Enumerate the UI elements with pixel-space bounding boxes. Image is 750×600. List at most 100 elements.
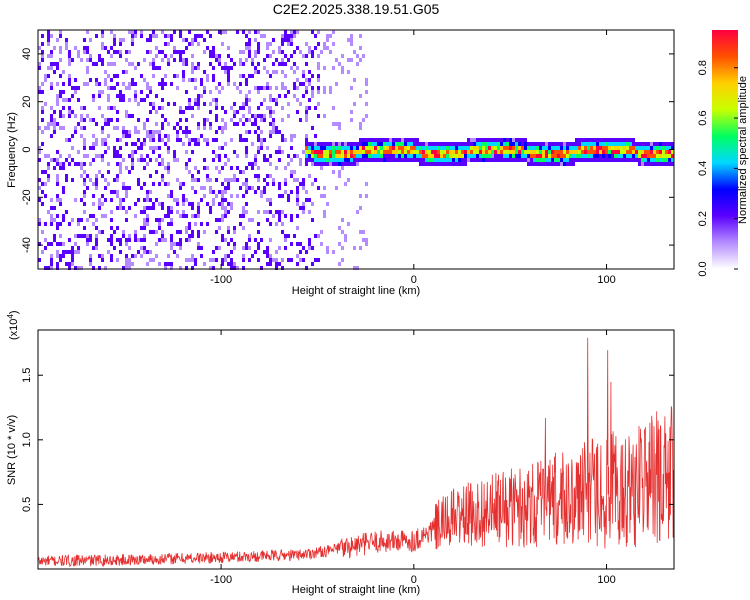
heatmap-cell [38, 218, 41, 222]
heatmap-cell [311, 50, 314, 54]
heatmap-cell [479, 158, 482, 162]
heatmap-cell [56, 58, 59, 62]
heatmap-cell [191, 194, 194, 198]
heatmap-cell [326, 246, 329, 250]
heatmap-cell [317, 78, 320, 82]
heatmap-cell [104, 262, 107, 266]
heatmap-cell [296, 46, 299, 50]
heatmap-cell [278, 218, 281, 222]
heatmap-cell [182, 218, 185, 222]
heatmap-cell [302, 158, 305, 162]
heatmap-cell [170, 266, 173, 270]
heatmap-cell [53, 234, 56, 238]
heatmap-cell [77, 134, 80, 138]
heatmap-cell [260, 254, 263, 258]
heatmap-cell [257, 214, 260, 218]
heatmap-cell [188, 62, 191, 66]
heatmap-cell [239, 210, 242, 214]
heatmap-cell [176, 230, 179, 234]
heatmap-cell [278, 222, 281, 226]
heatmap-cell [68, 142, 71, 146]
heatmap-cell [224, 186, 227, 190]
heatmap-cell [278, 42, 281, 46]
heatmap-cell [533, 162, 536, 166]
heatmap-cell [134, 190, 137, 194]
heatmap-cell [494, 154, 497, 158]
heatmap-cell [287, 234, 290, 238]
heatmap-cell [62, 106, 65, 110]
heatmap-cell [254, 162, 257, 166]
heatmap-cell [191, 170, 194, 174]
heatmap-cell [464, 162, 467, 166]
heatmap-cell [47, 130, 50, 134]
heatmap-cell [314, 158, 317, 162]
heatmap-cell [218, 222, 221, 226]
heatmap-cell [113, 106, 116, 110]
heatmap-cell [257, 106, 260, 110]
heatmap-cell [119, 82, 122, 86]
heatmap-cell [62, 82, 65, 86]
heatmap-cell [641, 158, 644, 162]
heatmap-cell [50, 242, 53, 246]
heatmap-cell [122, 222, 125, 226]
heatmap-cell [317, 162, 320, 166]
heatmap-cell [359, 158, 362, 162]
heatmap-cell [188, 266, 191, 270]
heatmap-cell [149, 174, 152, 178]
heatmap-cell [260, 90, 263, 94]
heatmap-cell [287, 114, 290, 118]
heatmap-cell [557, 154, 560, 158]
heatmap-cell [299, 82, 302, 86]
heatmap-cell [38, 162, 41, 166]
heatmap-cell [362, 118, 365, 122]
heatmap-cell [260, 194, 263, 198]
heatmap-cell [455, 154, 458, 158]
heatmap-cell [59, 114, 62, 118]
heatmap-cell [95, 54, 98, 58]
heatmap-cell [41, 166, 44, 170]
heatmap-cell [53, 42, 56, 46]
heatmap-cell [161, 182, 164, 186]
heatmap-cell [350, 86, 353, 90]
heatmap-cell [326, 202, 329, 206]
heatmap-cell [317, 66, 320, 70]
heatmap-cell [557, 162, 560, 166]
heatmap-cell [260, 154, 263, 158]
heatmap-cell [671, 146, 674, 150]
heatmap-cell [50, 134, 53, 138]
heatmap-cell [599, 162, 602, 166]
heatmap-cell [308, 242, 311, 246]
heatmap-cell [221, 94, 224, 98]
heatmap-cell [47, 46, 50, 50]
heatmap-cell [50, 122, 53, 126]
heatmap-cell [515, 150, 518, 154]
heatmap-cell [638, 142, 641, 146]
heatmap-cell [125, 198, 128, 202]
heatmap-cell [569, 146, 572, 150]
heatmap-cell [242, 114, 245, 118]
heatmap-cell [53, 74, 56, 78]
heatmap-cell [140, 210, 143, 214]
heatmap-cell [239, 58, 242, 62]
heatmap-cell [131, 42, 134, 46]
heatmap-cell [668, 146, 671, 150]
heatmap-cell [224, 174, 227, 178]
heatmap-cell [614, 150, 617, 154]
heatmap-cell [149, 250, 152, 254]
heatmap-cell [302, 246, 305, 250]
heatmap-cell [272, 98, 275, 102]
heatmap-cell [668, 162, 671, 166]
heatmap-cell [605, 138, 608, 142]
heatmap-cell [44, 202, 47, 206]
heatmap-cell [290, 82, 293, 86]
heatmap-cell [563, 162, 566, 166]
heatmap-cell [215, 182, 218, 186]
heatmap-cell [212, 110, 215, 114]
heatmap-cell [122, 178, 125, 182]
heatmap-cell [158, 114, 161, 118]
heatmap-cell [218, 50, 221, 54]
heatmap-cell [128, 62, 131, 66]
heatmap-cell [107, 106, 110, 110]
heatmap-cell [167, 146, 170, 150]
heatmap-cell [59, 214, 62, 218]
